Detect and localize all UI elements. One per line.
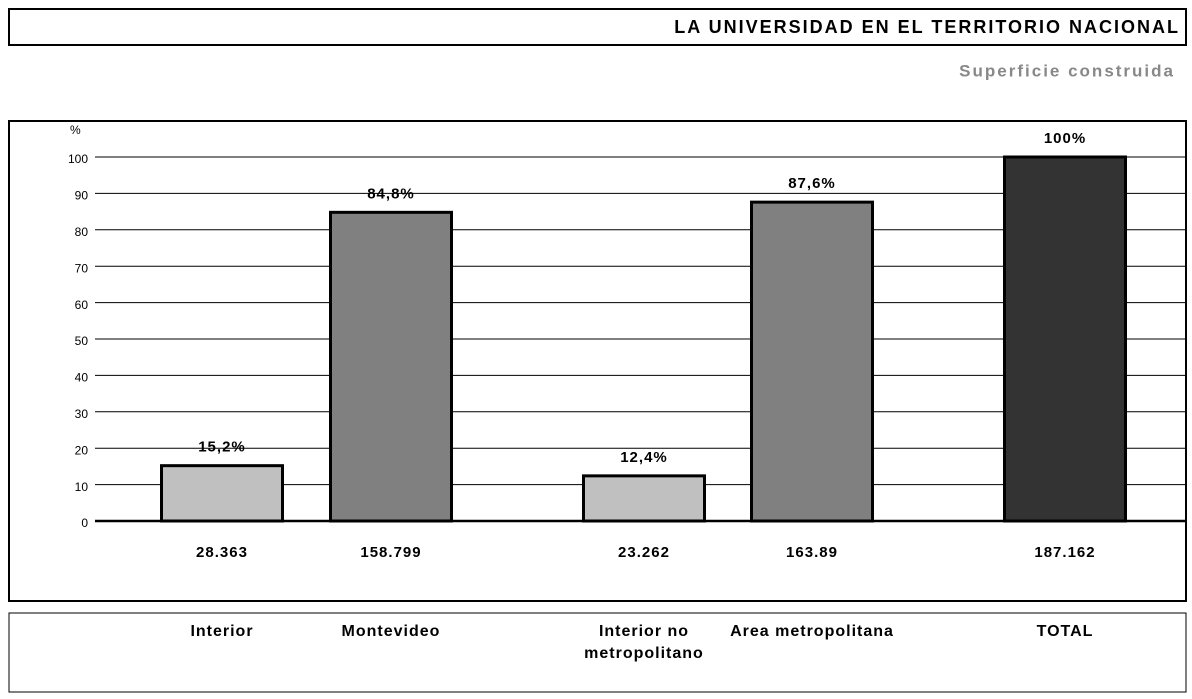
area-label: 23.262 [618,544,670,561]
bar [582,474,706,523]
y-tick-label: 30 [75,407,89,421]
category-label: Area metropolitana [730,623,894,640]
value-label: 87,6% [788,175,836,192]
category-label: TOTAL [1036,623,1094,640]
bar [1003,155,1127,523]
y-tick-label: 50 [75,334,89,348]
y-tick-label: 100 [68,152,88,166]
y-tick-label: 60 [75,298,89,312]
title-box [8,8,1187,46]
category-label: Interior no metropolitano [584,623,704,662]
y-tick-label: 70 [75,261,89,275]
value-label: 84,8% [367,185,415,202]
y-tick-label: 80 [75,225,89,239]
value-label: 100% [1044,130,1086,147]
area-label: 28.363 [196,544,248,561]
y-tick-label: 20 [75,443,89,457]
bar [329,210,453,523]
chart-subtitle: Superficie construida [959,61,1175,80]
y-tick-label: 0 [81,516,88,530]
y-tick-label: 40 [75,371,89,385]
plot-box [8,120,1187,602]
value-label: 15,2% [198,439,246,456]
category-label: Montevideo [341,623,441,640]
y-tick-label: 90 [75,189,89,203]
area-label: 163.89 [786,544,838,561]
category-label: Interior [190,623,254,640]
y-tick-label: 10 [75,480,89,494]
y-axis-label: % [70,123,81,137]
category-box [8,612,1187,693]
area-label: 158.799 [360,544,421,561]
area-label: 187.162 [1034,544,1095,561]
value-label: 12,4% [620,449,668,466]
bar [160,464,284,523]
chart-title: LA UNIVERSIDAD EN EL TERRITORIO NACIONAL [674,17,1180,37]
bar [750,200,874,523]
